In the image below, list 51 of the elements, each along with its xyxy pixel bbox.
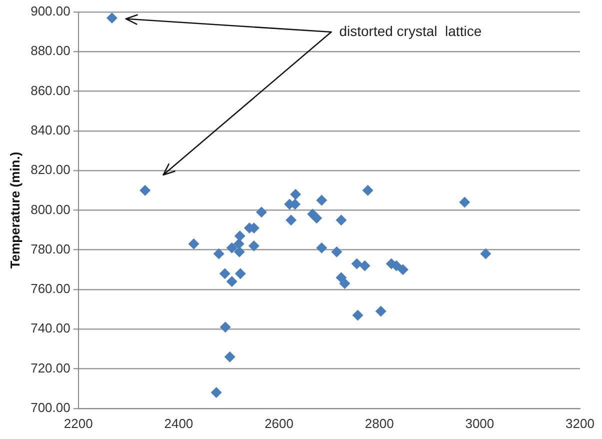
point bbox=[352, 310, 364, 321]
point bbox=[233, 238, 244, 250]
point bbox=[351, 258, 362, 270]
point bbox=[459, 196, 470, 208]
y-tick-label: 800.00 bbox=[30, 202, 70, 217]
point bbox=[311, 212, 322, 224]
point bbox=[316, 242, 328, 254]
point bbox=[362, 184, 374, 196]
x-tick-label: 2400 bbox=[164, 416, 194, 431]
y-tick-label: 700.00 bbox=[30, 400, 70, 415]
point bbox=[106, 12, 118, 24]
point bbox=[234, 246, 245, 258]
point bbox=[286, 214, 297, 226]
point bbox=[336, 214, 347, 226]
point bbox=[226, 276, 238, 288]
y-tick-label: 900.00 bbox=[30, 4, 70, 19]
point bbox=[339, 278, 350, 290]
point bbox=[219, 268, 230, 280]
y-tick-label: 860.00 bbox=[30, 82, 70, 98]
point bbox=[210, 387, 222, 398]
point bbox=[290, 188, 302, 200]
x-tick-label: 3000 bbox=[465, 416, 494, 431]
point bbox=[220, 322, 231, 333]
point bbox=[234, 230, 246, 242]
point bbox=[140, 184, 151, 196]
point bbox=[256, 206, 267, 218]
point bbox=[226, 242, 238, 254]
y-tick-label: 740.00 bbox=[30, 320, 70, 336]
point bbox=[331, 246, 342, 258]
y-tick-label: 760.00 bbox=[30, 281, 70, 296]
y-tick-label: 720.00 bbox=[30, 360, 70, 376]
point bbox=[248, 240, 260, 252]
point bbox=[188, 238, 200, 250]
y-tick-label: 820.00 bbox=[30, 162, 70, 178]
x-tick-label: 2800 bbox=[364, 416, 394, 431]
y-tick-label: 780.00 bbox=[30, 241, 70, 256]
point bbox=[234, 268, 246, 280]
point bbox=[359, 260, 370, 272]
point bbox=[316, 194, 328, 206]
point bbox=[213, 248, 224, 260]
y-tick-label: 880.00 bbox=[30, 43, 70, 58]
x-tick-label: 2600 bbox=[264, 416, 294, 431]
point bbox=[224, 351, 236, 362]
x-tick-label: 2200 bbox=[64, 416, 93, 431]
point bbox=[397, 264, 408, 276]
y-axis-title: Temperature (min.) bbox=[7, 152, 22, 269]
point bbox=[375, 306, 386, 317]
x-tick-label: 3200 bbox=[566, 416, 594, 431]
y-tick-label: 840.00 bbox=[30, 122, 70, 138]
point bbox=[480, 248, 492, 260]
annotation: distorted crystal lattice bbox=[339, 22, 482, 39]
